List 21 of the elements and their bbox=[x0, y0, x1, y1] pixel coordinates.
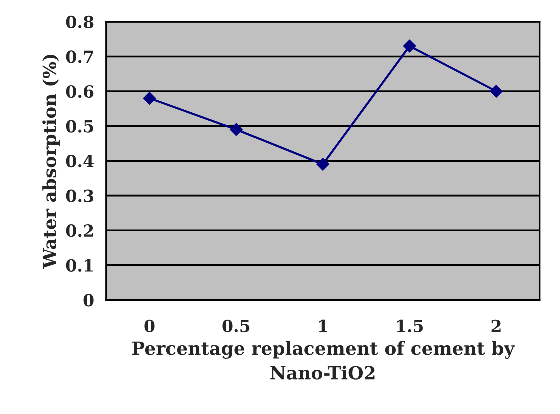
y-tick-label: 0.4 bbox=[66, 155, 94, 168]
point bbox=[490, 85, 503, 98]
x-tick-label: 2 bbox=[492, 320, 501, 332]
point bbox=[230, 123, 243, 136]
y-tick-label: 0.3 bbox=[66, 190, 94, 202]
y-tick-label: 0.1 bbox=[66, 259, 93, 272]
x-tick-label: 1 bbox=[319, 320, 328, 332]
point bbox=[143, 92, 156, 105]
y-tick-label: 0.6 bbox=[66, 85, 94, 98]
y-axis-title: Water absorption (%) bbox=[42, 54, 60, 269]
y-tick-label: 0.2 bbox=[66, 224, 94, 238]
y-tick-label: 0 bbox=[84, 294, 94, 307]
x-tick-label: 0.5 bbox=[222, 320, 250, 332]
point bbox=[316, 158, 330, 171]
y-tick-label: 0.8 bbox=[66, 16, 94, 29]
y-tick-label: 0.7 bbox=[66, 50, 94, 64]
x-tick-label: 1.5 bbox=[397, 320, 424, 332]
point bbox=[403, 40, 416, 53]
y-tick-label: 0.5 bbox=[66, 120, 94, 133]
x-tick-label: 0 bbox=[144, 320, 155, 332]
x-axis-title: Percentage replacement of cement by Nano-TiO2 bbox=[132, 341, 516, 380]
